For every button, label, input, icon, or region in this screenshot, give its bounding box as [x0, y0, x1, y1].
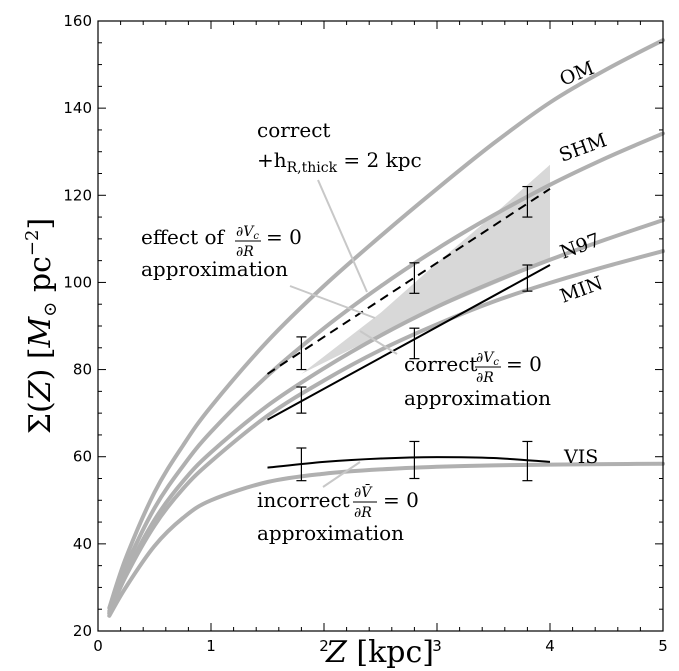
label-om: OM [557, 57, 598, 91]
fraction-denominator: ∂R [236, 244, 254, 260]
curve-n97 [107, 218, 665, 615]
y-tick-label: 120 [63, 186, 92, 204]
curve-vis [107, 461, 665, 618]
measured-curve-2 [267, 264, 551, 421]
x-tick-label: 0 [93, 637, 103, 655]
y-tick-label: 40 [73, 535, 92, 553]
annotation-line1: correct [257, 118, 330, 142]
annotation-eq: = 0 [266, 225, 302, 249]
annotation-eq: = 0 [383, 488, 419, 512]
annotation-pointers [289, 179, 398, 488]
x-tick-label: 1 [206, 637, 216, 655]
error-bar [522, 264, 533, 292]
curve-om [107, 38, 665, 610]
x-tick-label: 2 [319, 637, 329, 655]
curve-min [107, 249, 665, 616]
svg-text:Σ(Z) [M⊙ pc−2]: Σ(Z) [M⊙ pc−2] [22, 218, 61, 434]
annotation-line2: +hR,thick = 2 kpc [257, 148, 422, 176]
measured-curves [266, 187, 551, 469]
annotation-effect-of: effect of ∂Vc ∂R = 0 approximation [141, 224, 302, 281]
error-bar [409, 262, 420, 294]
annotation-line2: approximation [141, 257, 288, 281]
error-bars [296, 185, 533, 482]
y-tick-label: 100 [63, 273, 92, 291]
error-bar [522, 440, 533, 482]
y-axis-title: Σ(Z) [M⊙ pc−2] [22, 218, 61, 434]
axes: 0 1 2 3 4 5 20 40 60 80 100 120 140 160 [63, 12, 667, 655]
error-bar [522, 185, 533, 218]
annotation-line2: approximation [257, 521, 404, 545]
x-tick-label: 3 [432, 637, 442, 655]
x-tick-label: 4 [545, 637, 555, 655]
y-tick-label: 80 [73, 361, 92, 379]
shaded-region [301, 164, 550, 374]
measured-curve-1 [266, 187, 551, 375]
annotation-incorrect: incorrect ∂V̄ ∂R = 0 approximation [257, 483, 419, 545]
fraction-numerator: ∂Vc [476, 350, 499, 368]
pointer-incorrect [322, 461, 361, 488]
fraction-numerator: ∂Vc [236, 224, 259, 242]
annotation-line1: correct [404, 352, 477, 376]
shaded-band [301, 164, 550, 374]
x-tick-label: 5 [658, 637, 668, 655]
error-bar [409, 440, 420, 480]
pointer-correct-thick [317, 179, 368, 293]
annotation-correct-dvc: correct ∂Vc ∂R = 0 approximation [404, 350, 551, 410]
fraction-denominator: ∂R [354, 505, 372, 521]
error-bar [296, 386, 307, 414]
y-tick-label: 140 [63, 99, 92, 117]
fraction-numerator: ∂V̄ [354, 483, 373, 501]
y-tick-label: 60 [73, 448, 92, 466]
label-n97: N97 [557, 229, 603, 264]
curve-shm [107, 131, 665, 613]
annotation-line1: effect of [141, 225, 226, 249]
error-bar [296, 336, 307, 371]
y-tick-label: 160 [63, 12, 92, 30]
x-axis-title: Z [kpc] [325, 635, 434, 670]
annotation-line2: approximation [404, 386, 551, 410]
measured-curve-3 [267, 456, 551, 469]
annotation-eq: = 0 [506, 352, 542, 376]
pointer-effect-of [289, 285, 376, 319]
annotation-line1: incorrect [257, 488, 350, 512]
svg-text:Z [kpc]: Z [kpc] [325, 635, 434, 670]
model-curves [107, 38, 665, 618]
pointer-correct-dvc [359, 330, 398, 355]
y-tick-label: 20 [73, 622, 92, 640]
error-bar [409, 327, 420, 360]
label-vis: VIS [563, 446, 598, 468]
fraction-denominator: ∂R [476, 370, 494, 386]
error-bar [296, 447, 307, 482]
annotation-correct-thick: correct +hR,thick = 2 kpc [257, 118, 422, 176]
